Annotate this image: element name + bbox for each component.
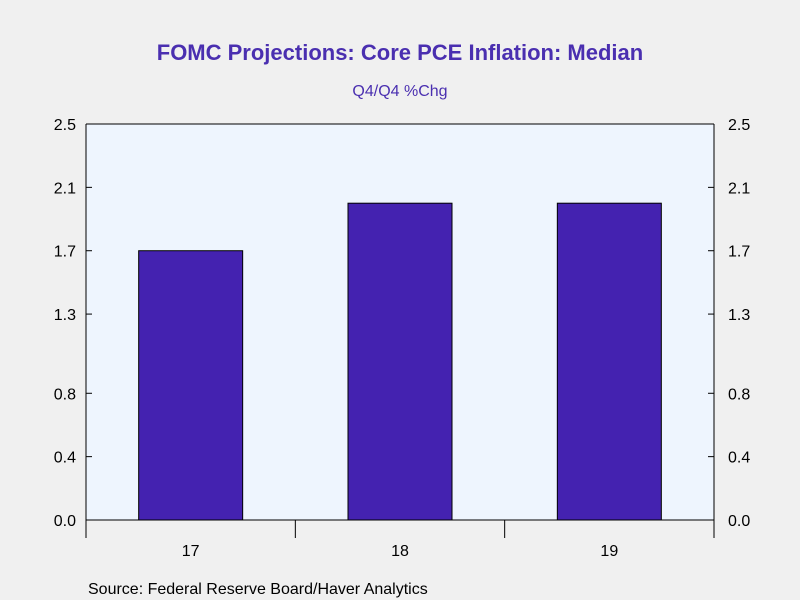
bar-18 [347,202,453,521]
bar-19 [556,202,662,521]
chart-subtitle: Q4/Q4 %Chg [352,83,447,100]
x-tick-label: 19 [600,543,618,560]
bar-17 [138,250,244,521]
y-tick-label-right: 2.5 [728,117,750,134]
ticks-layer: 0.0 0.0 0.4 0.4 0.8 0.8 1.3 1.3 1.7 1.7 2.1 2.1 2.5 2… [54,117,751,560]
y-tick-label-right: 0.0 [728,513,750,530]
y-tick-label-right: 1.7 [728,244,750,261]
y-tick-label-right: 0.8 [728,386,750,403]
x-tick-label: 18 [391,543,409,560]
y-tick-label-left: 1.7 [54,244,76,261]
y-tick-label-right: 1.3 [728,307,750,324]
chart-title: FOMC Projections: Core PCE Inflation: Me… [157,40,643,65]
y-tick-label-left: 0.4 [54,450,76,467]
y-tick-label-left: 0.8 [54,386,76,403]
y-tick-label-left: 2.5 [54,117,76,134]
y-tick-label-right: 0.4 [728,450,750,467]
y-tick-label-left: 2.1 [54,180,76,197]
y-tick-label-right: 2.1 [728,180,750,197]
y-tick-label-left: 1.3 [54,307,76,324]
bars-layer [138,202,662,521]
axes-layer [85,123,715,521]
source-note: Source: Federal Reserve Board/Haver Anal… [88,581,428,598]
x-tick-label: 17 [182,543,200,560]
y-tick-label-left: 0.0 [54,513,76,530]
